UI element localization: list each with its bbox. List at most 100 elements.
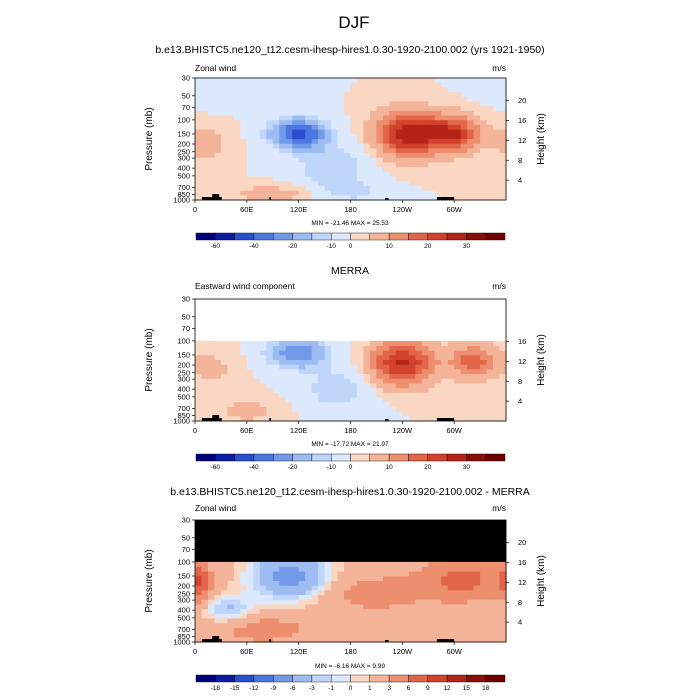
heat-cell [350, 176, 358, 182]
heat-cell [337, 632, 345, 638]
heat-cell [344, 124, 352, 131]
heat-cell [363, 566, 371, 573]
heat-cell [311, 153, 319, 159]
heat-cell [441, 378, 449, 385]
heat-cell [408, 355, 416, 361]
colorbar-label: -10 [326, 243, 336, 250]
heat-cell [214, 341, 222, 347]
heat-cell [220, 599, 228, 606]
heat-cell [467, 167, 475, 173]
heat-cell [292, 78, 300, 84]
heat-cell [311, 167, 319, 173]
heat-cell [376, 627, 384, 634]
heat-cell [285, 82, 293, 88]
heat-cell [447, 96, 455, 103]
heat-cell [344, 360, 352, 366]
heat-cell [285, 176, 293, 182]
heat-cell [324, 637, 332, 643]
heat-cell [324, 623, 332, 629]
heat-cell [428, 585, 436, 591]
heat-cell [331, 562, 339, 568]
heat-cell [292, 378, 300, 385]
heat-cell [382, 115, 390, 121]
heat-cell [356, 599, 365, 606]
heat-cell [214, 190, 222, 196]
heat-cell [344, 374, 352, 380]
heat-cell [233, 134, 241, 140]
heat-cell [272, 374, 280, 380]
heat-cell [337, 87, 345, 93]
heat-cell [350, 92, 358, 98]
heat-cell [493, 595, 501, 601]
topography [201, 418, 215, 421]
heat-cell [363, 590, 371, 596]
heat-cell [279, 120, 287, 126]
y-tick-label: 1000 [173, 417, 190, 426]
heat-cell [363, 157, 371, 164]
heat-cell [421, 576, 429, 582]
heat-cell [493, 148, 501, 154]
heat-cell [356, 190, 365, 196]
heat-cell [428, 110, 436, 117]
heat-cell [201, 101, 209, 107]
heat-cell [395, 101, 403, 107]
heat-cell [220, 185, 228, 192]
heat-cell [318, 181, 326, 187]
heat-cell [421, 378, 429, 385]
heat-cell [376, 609, 384, 615]
heat-cell [369, 411, 378, 417]
heat-cell [272, 139, 280, 145]
heat-cell [292, 101, 300, 107]
colorbar-label: -10 [326, 464, 336, 471]
heat-cell [408, 78, 416, 84]
heat-cell [259, 566, 267, 573]
x-tick-label: 60W [446, 205, 462, 214]
heat-cell [369, 185, 378, 192]
heat-cell [220, 190, 228, 196]
colorbar-swatch [408, 453, 428, 462]
heat-cell [324, 581, 332, 587]
heat-cell [285, 120, 293, 126]
heat-cell [195, 355, 203, 361]
heat-cell [428, 623, 436, 629]
heat-cell [382, 416, 390, 422]
heat-cell [253, 171, 261, 178]
heat-cell [421, 181, 429, 187]
heat-cell [331, 190, 339, 196]
heat-cell [214, 378, 222, 385]
heat-cell [292, 96, 300, 103]
heat-cell [324, 350, 332, 356]
heat-cell [499, 397, 507, 403]
heat-cell [493, 566, 501, 573]
heat-cell [356, 120, 365, 126]
heat-cell [350, 392, 358, 399]
heat-cell [324, 153, 332, 159]
heat-cell [246, 604, 254, 610]
heat-cell [285, 416, 293, 422]
heat-cell [486, 101, 494, 107]
heat-cell [259, 562, 267, 568]
heat-cell [428, 562, 436, 568]
heat-cell [201, 120, 209, 126]
heat-cell [493, 416, 501, 422]
heat-cell [402, 157, 410, 164]
heat-cell [447, 78, 455, 84]
heat-cell [292, 590, 300, 596]
heat-cell [220, 571, 228, 577]
heat-cell [473, 562, 481, 568]
heat-cell [486, 120, 494, 126]
heat-cell [363, 185, 371, 192]
heat-cell [415, 129, 423, 135]
heat-cell [285, 345, 293, 352]
heat-cell [428, 350, 436, 356]
heat-cell [324, 96, 332, 103]
heat-cell [382, 110, 390, 117]
heat-cell [493, 181, 501, 187]
heat-cell [272, 162, 280, 168]
heat-cell [285, 402, 293, 408]
heat-cell [434, 124, 442, 131]
heat-cell [259, 604, 267, 610]
heat-cell [441, 153, 449, 159]
heat-cell [460, 355, 468, 361]
heat-cell [428, 139, 436, 145]
